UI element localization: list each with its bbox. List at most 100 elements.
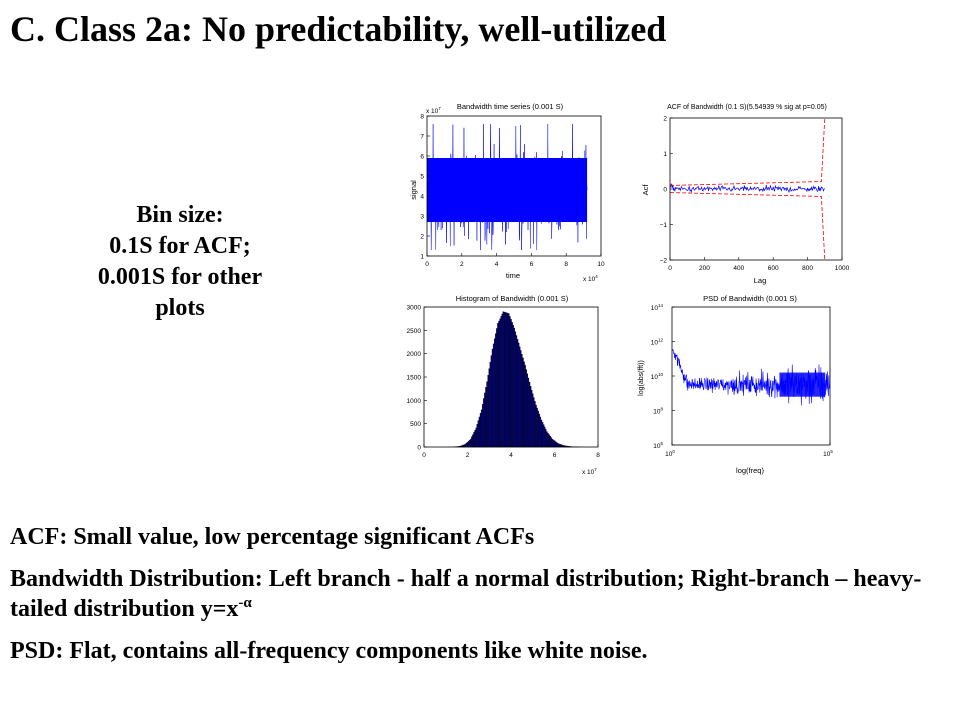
histogram-bar: [552, 439, 555, 448]
histogram-bar: [545, 429, 547, 448]
x-tick-label: 6: [553, 452, 557, 459]
acf-plot: ACF of Bandwidth (0.1 S)(5.54939 % sig a…: [641, 104, 850, 285]
histogram-bar: [558, 443, 560, 448]
histogram-bar: [483, 398, 485, 448]
x-tick-label: 8: [564, 261, 568, 268]
histogram-bar: [489, 361, 492, 448]
plot-title: Bandwidth time series (0.001 S): [457, 102, 564, 111]
x-ticks: 0 2 4 6 8: [422, 444, 600, 459]
histogram-bar: [512, 324, 514, 448]
histogram-bar: [542, 424, 545, 448]
significance-bound: [669, 117, 826, 186]
y-ticks: 0 500 1000 1500 2000 2500 3000: [407, 305, 427, 452]
histogram-bar: [527, 377, 530, 448]
histogram-bar: [476, 424, 478, 448]
plot-title: ACF of Bandwidth (0.1 S)(5.54939 % sig a…: [667, 104, 827, 111]
histogram-bar: [500, 316, 502, 448]
histogram-bar: [488, 368, 490, 448]
y-tick-label: 2500: [407, 328, 422, 335]
histogram-bar: [468, 439, 471, 448]
x-tick-label: 10: [597, 261, 605, 268]
series-layer: [669, 117, 826, 261]
histogram-bar: [509, 316, 511, 448]
histogram-bar: [465, 443, 468, 448]
histogram-bar: [538, 413, 540, 448]
histogram-bar: [537, 410, 539, 448]
histogram-bar: [536, 407, 538, 448]
x-tick-label: 400: [733, 265, 744, 272]
histogram-bar: [485, 387, 487, 448]
histogram-bar: [551, 438, 554, 448]
histogram-bar: [546, 431, 548, 448]
histogram-bar: [521, 353, 523, 448]
x-tick-label: 100: [665, 449, 675, 458]
histogram-bar: [477, 420, 480, 448]
x-tick-label: 200: [699, 265, 710, 272]
histogram-bar: [474, 429, 476, 448]
x-tick-label: 600: [768, 265, 779, 272]
histogram-bar: [496, 328, 498, 448]
psd-plot: PSD of Bandwidth (0.001 S) log(abs(fft))…: [638, 294, 833, 475]
histogram-bar: [479, 413, 482, 448]
histogram-bar: [502, 311, 505, 448]
alpha-exponent: -α: [238, 595, 252, 611]
x-tick-label: 8: [596, 452, 600, 459]
y-tick-label: 500: [410, 421, 421, 428]
y-tick-label: 1000: [407, 398, 422, 405]
y-tick-label: 106: [653, 441, 663, 450]
significance-bound: [669, 192, 826, 261]
y-axis-label: signal: [409, 180, 418, 200]
y-multiplier: x 107: [426, 106, 441, 115]
x-ticks: 100 105: [665, 442, 833, 458]
histogram-bar: [505, 312, 508, 448]
histogram-bar: [513, 327, 515, 448]
acf-line: [669, 183, 826, 194]
histogram-bar: [478, 416, 481, 448]
x-tick-label: 1000: [835, 265, 850, 272]
series-layer: [672, 349, 831, 406]
histogram-bar: [539, 416, 542, 448]
histogram-bar: [473, 432, 475, 448]
y-tick-label: 1: [420, 254, 424, 261]
histogram-bar: [484, 392, 486, 448]
histogram-bar: [472, 434, 474, 448]
x-tick-label: 0: [422, 452, 426, 459]
histogram-bar: [492, 343, 495, 448]
y-tick-label: 3: [420, 214, 424, 221]
x-ticks: 0 200 400 600 800 1000: [668, 257, 850, 272]
y-tick-label: 2000: [407, 351, 422, 358]
y-tick-label: 1010: [651, 372, 664, 381]
histogram-bar: [515, 335, 518, 448]
x-tick-label: 0: [668, 265, 672, 272]
y-tick-label: 8: [420, 114, 424, 121]
x-tick-label: 4: [509, 452, 513, 459]
y-axis-label: log(abs(fft)): [638, 360, 645, 396]
x-tick-label: 105: [823, 449, 833, 458]
series-layer: [453, 311, 580, 448]
y-tick-label: 108: [653, 407, 663, 416]
x-axis-label: Lag: [754, 276, 767, 285]
signal-line: [426, 123, 588, 251]
note-distribution: Bandwidth Distribution: Left branch - ha…: [10, 564, 950, 624]
histogram-bar: [498, 320, 500, 448]
y-tick-label: 1500: [407, 375, 422, 382]
histogram-bar: [522, 357, 524, 448]
x-tick-label: 6: [530, 261, 534, 268]
y-axis-label: Acf: [641, 184, 650, 196]
y-tick-label: 1014: [651, 303, 664, 312]
histogram-bar: [532, 393, 534, 448]
series-layer: [426, 123, 588, 251]
x-axis-label: log(freq): [736, 466, 764, 475]
y-tick-label: −1: [660, 222, 668, 229]
plot-title: Histogram of Bandwidth (0.001 S): [456, 294, 569, 303]
histogram-bar: [547, 432, 549, 448]
x-tick-label: 800: [802, 265, 813, 272]
y-tick-label: 2: [420, 234, 424, 241]
histogram-bar: [467, 440, 470, 448]
x-tick-label: 2: [466, 452, 470, 459]
histogram-bar: [525, 369, 527, 448]
histogram-bar: [528, 381, 531, 448]
histogram-bar: [471, 436, 473, 448]
histogram-bar: [499, 318, 501, 448]
bin-note-line: 0.1S for ACF;: [109, 233, 251, 259]
